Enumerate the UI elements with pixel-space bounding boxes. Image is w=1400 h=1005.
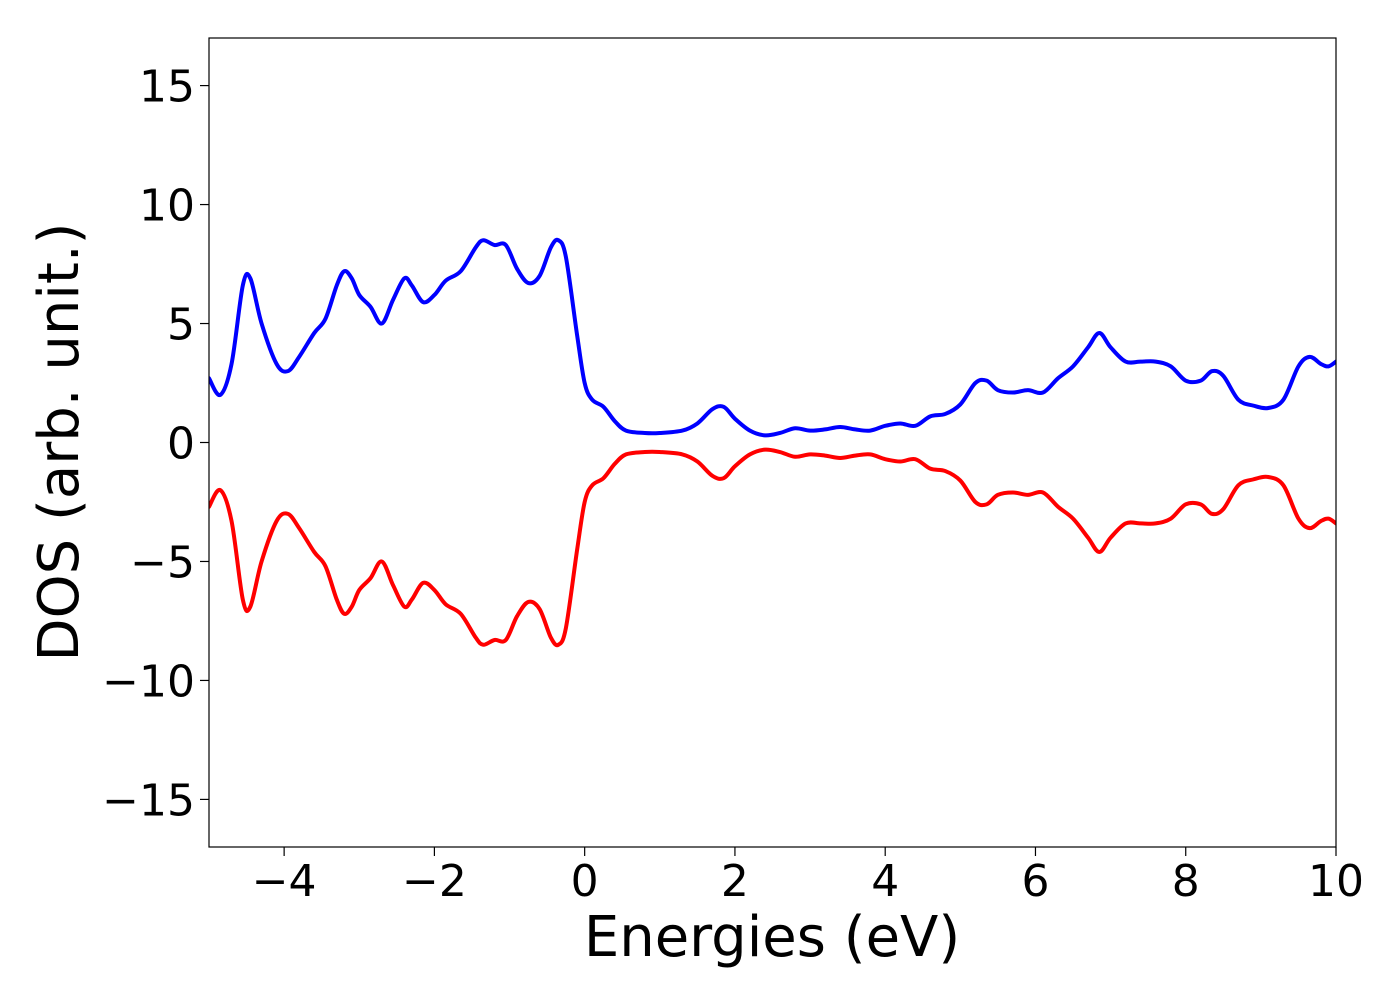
y-tick-label: 5: [167, 300, 195, 351]
x-tick-label: −4: [252, 856, 317, 907]
y-tick-label: 0: [167, 419, 195, 470]
dos-series-line-red: [209, 447, 1336, 648]
x-tick-label: 2: [721, 856, 749, 907]
series-layer: [209, 237, 1336, 648]
x-axis: −4 −2 0 2 4 6 8 10: [252, 847, 1364, 907]
y-tick-label: −5: [130, 537, 195, 588]
plot-frame: [208, 37, 1337, 848]
x-tick-label: 8: [1172, 856, 1200, 907]
x-tick-label: 6: [1021, 856, 1049, 907]
y-axis-title: DOS (arb. unit.): [27, 222, 92, 661]
y-axis: −15 −10 −5 0 5 10 15: [102, 62, 209, 826]
dos-series-line-blue: [209, 237, 1336, 438]
x-tick-label: 0: [571, 856, 599, 907]
y-tick-label: 15: [139, 62, 195, 113]
x-axis-title: Energies (eV): [584, 905, 960, 970]
x-tick-label: −2: [402, 856, 467, 907]
y-tick-label: −10: [102, 656, 195, 707]
x-tick-label: 4: [871, 856, 899, 907]
y-tick-label: −15: [102, 775, 195, 826]
x-tick-label: 10: [1308, 856, 1364, 907]
y-tick-label: 10: [139, 181, 195, 232]
